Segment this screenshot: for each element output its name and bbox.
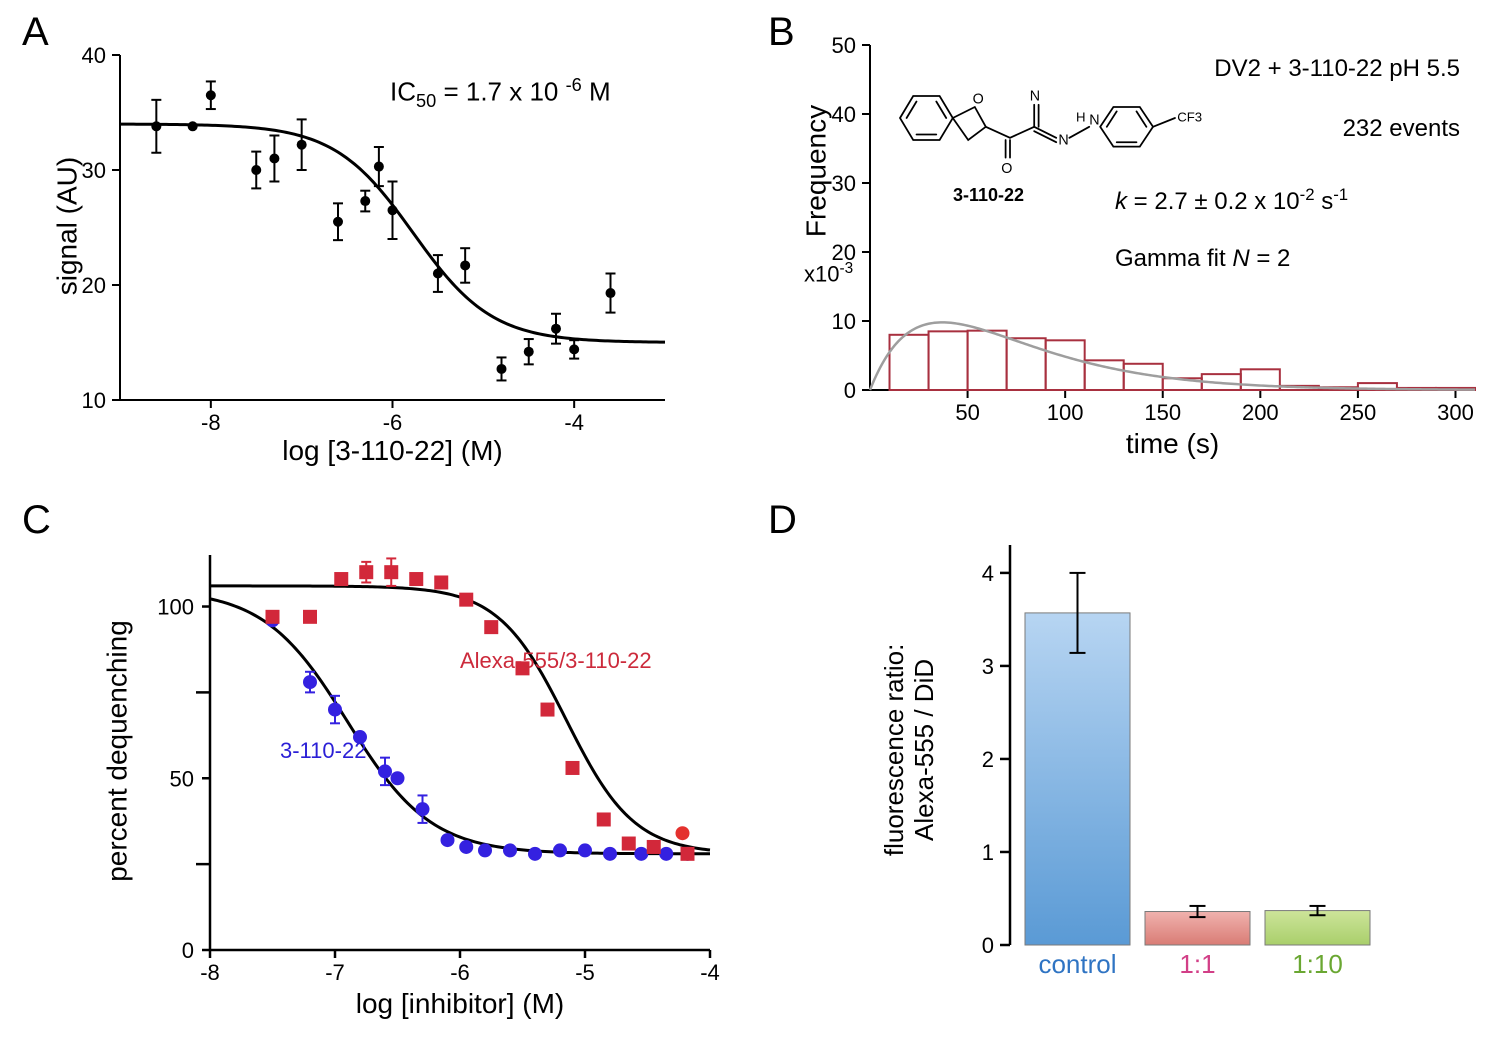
svg-text:control: control bbox=[1038, 949, 1116, 979]
svg-text:300: 300 bbox=[1437, 400, 1474, 425]
panel-c-ylabel: percent dequenching bbox=[102, 554, 134, 949]
panel-a-ylabel: signal (AU) bbox=[52, 54, 84, 399]
panel-b-gamma: Gamma fit N = 2 bbox=[1115, 245, 1290, 273]
svg-text:-5: -5 bbox=[575, 960, 595, 985]
panel-a-xlabel: log [3-110-22] (M) bbox=[120, 435, 665, 467]
svg-text:50: 50 bbox=[832, 33, 856, 58]
panel-c-seriesA-label: 3-110-22 bbox=[280, 738, 366, 764]
svg-text:30: 30 bbox=[82, 158, 106, 183]
svg-text:1: 1 bbox=[982, 840, 994, 865]
svg-text:CF3: CF3 bbox=[1177, 109, 1202, 124]
svg-text:N: N bbox=[1089, 113, 1099, 129]
svg-text:0: 0 bbox=[844, 378, 856, 403]
svg-text:10: 10 bbox=[82, 388, 106, 413]
svg-text:-8: -8 bbox=[200, 960, 220, 985]
svg-text:150: 150 bbox=[1144, 400, 1181, 425]
svg-text:30: 30 bbox=[832, 171, 856, 196]
svg-text:250: 250 bbox=[1340, 400, 1377, 425]
panel-d-ylabel: fluorescence ratio: Alexa-555 / DiD bbox=[880, 540, 940, 960]
svg-text:1:10: 1:10 bbox=[1292, 949, 1343, 979]
svg-text:-6: -6 bbox=[450, 960, 470, 985]
svg-text:0: 0 bbox=[982, 933, 994, 958]
svg-text:100: 100 bbox=[157, 595, 194, 620]
panel-a-ic50: IC50 = 1.7 x 10 -6 M bbox=[390, 75, 611, 112]
figure-svg: 10203040-8-6-401020304050501001502002503… bbox=[0, 0, 1500, 1059]
svg-text:4: 4 bbox=[982, 561, 994, 586]
panel-b-xlabel: time (s) bbox=[870, 428, 1475, 460]
svg-text:200: 200 bbox=[1242, 400, 1279, 425]
svg-text:2: 2 bbox=[982, 747, 994, 772]
svg-text:40: 40 bbox=[832, 102, 856, 127]
svg-text:O: O bbox=[973, 92, 984, 108]
panel-c-xlabel: log [inhibitor] (M) bbox=[210, 988, 710, 1020]
svg-text:-4: -4 bbox=[564, 410, 584, 435]
svg-text:1:1: 1:1 bbox=[1179, 949, 1215, 979]
panel-b-k: k = 2.7 ± 0.2 x 10-2 s-1 bbox=[1115, 185, 1348, 216]
panel-b-yscale: x10-3 bbox=[804, 260, 853, 287]
svg-text:0: 0 bbox=[182, 938, 194, 963]
svg-text:-4: -4 bbox=[700, 960, 720, 985]
svg-text:50: 50 bbox=[955, 400, 979, 425]
panel-b-events: 232 events bbox=[1343, 115, 1460, 143]
svg-text:-6: -6 bbox=[383, 410, 403, 435]
svg-text:N: N bbox=[1058, 132, 1068, 148]
svg-text:3: 3 bbox=[982, 654, 994, 679]
svg-text:10: 10 bbox=[832, 309, 856, 334]
svg-text:50: 50 bbox=[170, 766, 194, 791]
svg-text:-7: -7 bbox=[325, 960, 345, 985]
panel-b-title: DV2 + 3-110-22 pH 5.5 bbox=[1214, 55, 1460, 83]
svg-text:H: H bbox=[1076, 109, 1086, 124]
panel-c-seriesB-label: Alexa-555/3-110-22 bbox=[460, 648, 652, 674]
svg-text:O: O bbox=[1001, 161, 1012, 177]
svg-text:20: 20 bbox=[82, 273, 106, 298]
panel-b-ylabel: Frequency bbox=[801, 0, 833, 344]
svg-text:-8: -8 bbox=[201, 410, 221, 435]
svg-text:N: N bbox=[1030, 88, 1040, 104]
panel-b-compound-label: 3-110-22 bbox=[953, 185, 1024, 206]
svg-text:40: 40 bbox=[82, 43, 106, 68]
svg-text:100: 100 bbox=[1047, 400, 1084, 425]
